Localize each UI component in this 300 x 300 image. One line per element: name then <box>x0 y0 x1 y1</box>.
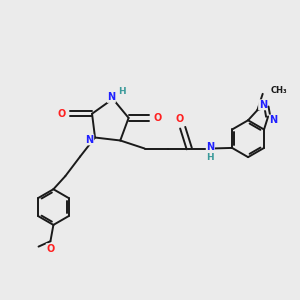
Text: N: N <box>85 135 94 145</box>
Text: O: O <box>175 114 183 124</box>
Text: N: N <box>107 92 116 102</box>
Text: O: O <box>57 109 66 119</box>
Text: N: N <box>269 115 278 125</box>
Text: H: H <box>206 153 213 162</box>
Text: O: O <box>46 244 55 254</box>
Text: O: O <box>153 113 162 123</box>
Text: H: H <box>118 87 126 96</box>
Text: N: N <box>206 142 214 152</box>
Text: N: N <box>259 100 267 110</box>
Text: CH₃: CH₃ <box>271 86 288 95</box>
